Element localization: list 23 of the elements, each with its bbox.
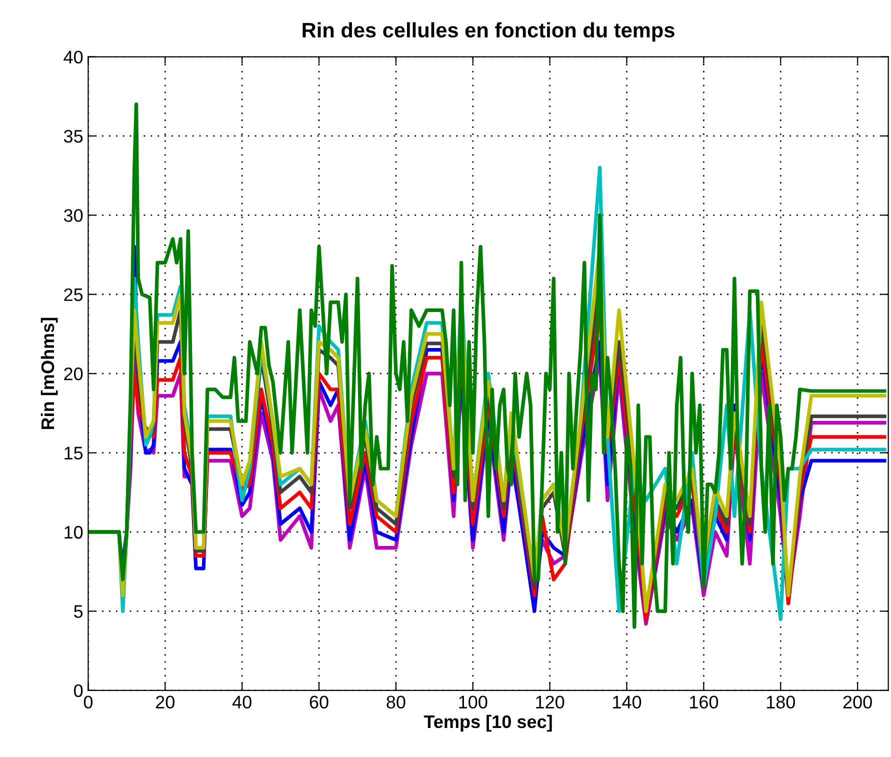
x-tick-label: 0 <box>84 696 93 709</box>
x-tick-label: 120 <box>536 696 564 709</box>
x-tick-label: 40 <box>232 696 252 709</box>
x-axis-title: Temps [10 sec] <box>424 714 552 732</box>
x-tick-label: 180 <box>766 696 795 709</box>
y-tick-label: 30 <box>64 209 83 222</box>
x-tick-label: 100 <box>459 696 488 709</box>
x-tick-label: 160 <box>690 696 718 709</box>
y-tick-label: 25 <box>64 288 83 302</box>
x-tick-label: 140 <box>613 696 642 709</box>
y-axis-title: Rin [mOhms] <box>40 318 58 430</box>
y-tick-label: 20 <box>64 368 83 380</box>
y-tick-label: 0 <box>74 684 83 698</box>
x-tick-label: 60 <box>310 696 328 709</box>
y-tick-label: 5 <box>74 605 83 618</box>
x-tick-label: 200 <box>843 696 872 709</box>
x-tick-label: 80 <box>386 696 406 709</box>
y-tick-label: 35 <box>64 130 83 143</box>
y-tick-label: 15 <box>64 446 83 460</box>
y-tick-label: 40 <box>64 50 83 64</box>
x-tick-label: 20 <box>156 696 174 709</box>
y-tick-label: 10 <box>64 526 83 539</box>
chart-title: Rin des cellules en fonction du temps <box>302 22 674 42</box>
